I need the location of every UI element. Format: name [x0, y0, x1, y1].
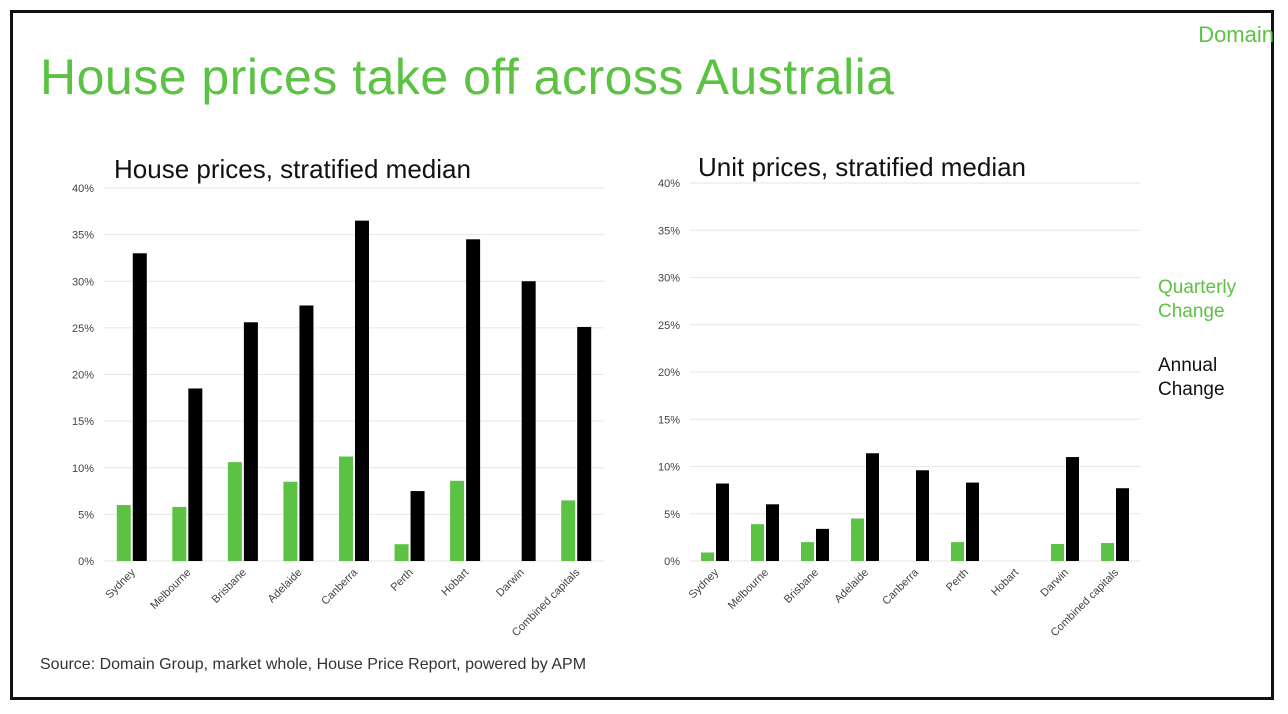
- house-bar-quarterly: [172, 506, 187, 561]
- house-bar-annual: [132, 253, 147, 561]
- brand-logo-text: Domain: [1198, 22, 1274, 47]
- unit-category-label: Brisbane: [782, 567, 821, 606]
- unit-bar-annual: [916, 470, 929, 561]
- unit-bar-quarterly: [951, 542, 964, 561]
- house-category-label: Darwin: [494, 567, 527, 600]
- unit-prices-chart: Unit prices, stratified median 0% 5% 10% 15…: [630, 140, 1160, 675]
- house-ytick-label: 25%: [72, 323, 94, 335]
- unit-bar-annual: [1116, 488, 1129, 561]
- unit-category-label: Adelaide: [832, 567, 871, 606]
- house-ytick-label: 5%: [78, 509, 94, 521]
- house-bar-quarterly: [339, 456, 353, 561]
- unit-ytick-label: 20%: [658, 367, 680, 379]
- unit-bar-quarterly: [751, 524, 764, 561]
- unit-ytick-label: 5%: [664, 509, 680, 521]
- house-bar-quarterly: [394, 544, 409, 561]
- unit-bar-quarterly: [701, 552, 714, 561]
- unit-bar-annual: [866, 453, 879, 561]
- house-bar-annual: [521, 281, 536, 561]
- unit-bar-quarterly: [851, 518, 864, 561]
- house-chart-title: House prices, stratified median: [114, 154, 471, 184]
- house-category-label: Perth: [389, 567, 416, 594]
- house-prices-plot: 0% 5% 10% 15% 20% 25% 30% 35% 40% Sydney Melbourne…: [72, 183, 604, 639]
- house-ytick-label: 15%: [72, 416, 94, 428]
- unit-bar-quarterly: [1101, 543, 1114, 561]
- legend-quarterly-change: Quarterly Change: [1158, 277, 1237, 322]
- unit-ytick-label: 10%: [658, 462, 680, 474]
- unit-bar-annual: [966, 482, 979, 561]
- unit-category-label: Canberra: [880, 566, 922, 608]
- house-bar-quarterly: [283, 481, 298, 561]
- unit-bar-annual: [766, 504, 779, 561]
- house-bar-annual: [355, 220, 369, 561]
- slide-frame: [10, 10, 1274, 700]
- unit-bar-annual: [716, 483, 729, 561]
- house-bar-annual: [299, 305, 314, 561]
- house-category-label: Sydney: [103, 566, 138, 601]
- unit-ytick-label: 15%: [658, 414, 680, 426]
- unit-category-label: Darwin: [1038, 567, 1071, 600]
- house-category-label: Hobart: [439, 567, 471, 599]
- house-ytick-label: 0%: [78, 556, 94, 568]
- house-bar-quarterly: [116, 505, 131, 561]
- house-bar-quarterly: [450, 480, 465, 561]
- unit-prices-plot: 0% 5% 10% 15% 20% 25% 30% 35% 40% Sydney Melbourne…: [658, 178, 1140, 639]
- house-ytick-label: 10%: [72, 463, 94, 475]
- unit-bar-quarterly: [801, 542, 814, 561]
- house-bar-annual: [243, 322, 258, 561]
- unit-category-label: Sydney: [687, 566, 722, 601]
- house-category-label: Melbourne: [148, 567, 193, 612]
- legend-annual-change: Annual Change: [1158, 355, 1225, 400]
- house-bar-annual: [577, 326, 592, 561]
- source-note: Source: Domain Group, market whole, Hous…: [40, 656, 587, 673]
- house-bar-annual: [188, 388, 203, 561]
- unit-bar-annual: [1066, 457, 1079, 561]
- unit-ytick-label: 40%: [658, 178, 680, 190]
- house-bar-annual: [410, 491, 425, 561]
- slide-title: House prices take off across Australia: [40, 49, 895, 105]
- house-bar-quarterly: [561, 500, 576, 561]
- unit-category-label: Perth: [944, 567, 971, 594]
- unit-ytick-label: 30%: [658, 273, 680, 285]
- unit-chart-title: Unit prices, stratified median: [698, 152, 1027, 182]
- unit-ytick-label: 25%: [658, 320, 680, 332]
- house-bar-annual: [466, 239, 481, 561]
- house-category-label: Brisbane: [210, 567, 249, 606]
- house-prices-chart: House prices, stratified median 0% 5% 10% 1…: [40, 140, 620, 675]
- house-ytick-label: 40%: [72, 183, 94, 195]
- house-ytick-label: 20%: [72, 370, 94, 382]
- unit-category-label: Hobart: [989, 567, 1021, 599]
- house-ytick-label: 35%: [72, 230, 94, 242]
- house-bar-quarterly: [227, 462, 242, 561]
- house-ytick-label: 30%: [72, 276, 94, 288]
- unit-bar-quarterly: [1051, 543, 1064, 561]
- unit-category-label: Melbourne: [726, 567, 771, 612]
- house-category-label: Adelaide: [266, 567, 305, 606]
- unit-ytick-label: 35%: [658, 225, 680, 237]
- house-category-label: Canberra: [319, 566, 361, 608]
- unit-bar-annual: [816, 528, 829, 561]
- unit-ytick-label: 0%: [664, 556, 680, 568]
